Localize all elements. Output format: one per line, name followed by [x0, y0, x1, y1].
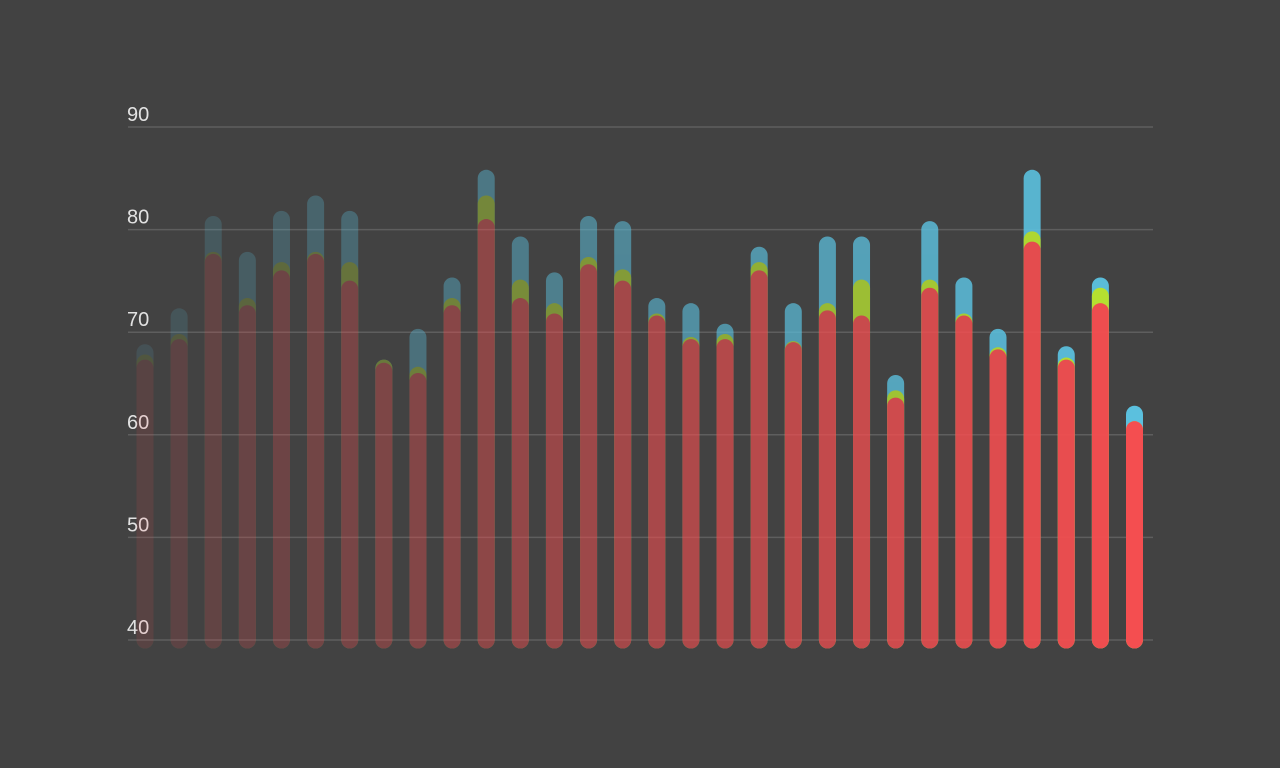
- bar-base-13: [545, 313, 563, 649]
- bar-group-3: [204, 215, 222, 649]
- bar-group-15: [614, 221, 632, 649]
- bar-top-2: [170, 308, 188, 649]
- bar-group-16: [648, 298, 666, 649]
- bar-top-13: [545, 272, 563, 649]
- bar-base-23: [887, 397, 905, 649]
- bar-base-30: [1126, 421, 1143, 649]
- bar-base-21: [818, 310, 836, 649]
- bar-mid-13: [545, 303, 563, 649]
- bar-base-27: [1023, 241, 1041, 649]
- bar-mid-8: [375, 359, 393, 649]
- bar-top-5: [272, 210, 290, 649]
- bar-mid-7: [341, 262, 359, 649]
- bar-base-6: [307, 253, 325, 649]
- bar-mid-6: [307, 251, 325, 649]
- y-tick-label: 80: [127, 207, 149, 229]
- bar-group-29: [1091, 277, 1109, 649]
- bar-mid-5: [272, 262, 290, 649]
- bar-mid-9: [409, 366, 427, 649]
- bar-top-8: [375, 359, 393, 649]
- bar-base-14: [580, 264, 598, 649]
- bar-mid-3: [204, 251, 222, 649]
- bar-group-17: [682, 303, 700, 649]
- bar-group-1: [136, 344, 154, 649]
- bar-group-24: [921, 221, 939, 649]
- bar-group-27: [1023, 169, 1041, 649]
- bar-base-3: [204, 253, 222, 649]
- bar-base-18: [716, 339, 734, 649]
- bar-base-22: [853, 315, 871, 649]
- bar-group-2: [170, 308, 188, 649]
- bar-top-12: [511, 236, 529, 649]
- bar-base-19: [750, 270, 768, 649]
- bar-base-17: [682, 339, 700, 649]
- bar-group-18: [716, 323, 734, 649]
- bar-group-8: [375, 359, 393, 649]
- bar-base-24: [921, 287, 939, 649]
- bar-base-28: [1057, 359, 1075, 649]
- y-tick-label: 90: [127, 104, 149, 126]
- bar-mid-11: [477, 195, 495, 649]
- bar-mid-1: [136, 354, 154, 649]
- bar-mid-4: [238, 298, 256, 649]
- bar-group-10: [443, 277, 461, 649]
- bar-top-10: [443, 277, 461, 649]
- bar-base-16: [648, 315, 666, 649]
- bar-top-3: [204, 215, 222, 649]
- bar-group-14: [580, 215, 598, 649]
- bar-top-11: [477, 169, 495, 649]
- bar-group-4: [238, 251, 256, 649]
- bar-top-9: [409, 328, 427, 649]
- bar-mid-2: [170, 333, 188, 649]
- bar-group-11: [477, 169, 495, 649]
- bar-base-29: [1091, 303, 1109, 649]
- bar-base-4: [238, 305, 256, 649]
- bar-group-22: [853, 236, 871, 649]
- bars: [136, 169, 1143, 649]
- bar-base-25: [955, 315, 973, 649]
- bar-top-7: [341, 210, 359, 649]
- bar-group-12: [511, 236, 529, 649]
- y-axis-ticks: 40 50 60 70 80 90: [127, 104, 149, 639]
- bar-group-5: [272, 210, 290, 649]
- bar-mid-10: [443, 298, 461, 649]
- bar-mid-12: [511, 279, 529, 649]
- bar-base-1: [136, 359, 154, 649]
- bar-base-15: [614, 280, 632, 649]
- y-tick-label: 60: [127, 412, 149, 434]
- bar-base-7: [341, 280, 359, 649]
- bar-group-28: [1057, 346, 1075, 649]
- bar-group-7: [341, 210, 359, 649]
- bar-group-25: [955, 277, 973, 649]
- bar-group-30: [1126, 405, 1143, 649]
- bar-base-10: [443, 305, 461, 649]
- bar-base-26: [989, 349, 1007, 649]
- bar-group-20: [784, 303, 802, 649]
- bar-base-2: [170, 339, 188, 649]
- bar-base-20: [784, 342, 802, 649]
- bar-base-11: [477, 219, 495, 649]
- grid: [128, 126, 1153, 641]
- bar-group-6: [307, 195, 325, 649]
- bar-top-4: [238, 251, 256, 649]
- bar-base-12: [511, 298, 529, 649]
- bar-group-23: [887, 375, 905, 649]
- y-tick-label: 50: [127, 514, 149, 536]
- y-tick-label: 40: [127, 617, 149, 639]
- bar-base-5: [272, 270, 290, 649]
- bar-group-26: [989, 328, 1007, 649]
- y-tick-label: 70: [127, 309, 149, 331]
- bar-base-9: [409, 372, 427, 649]
- bar-group-19: [750, 246, 768, 649]
- bar-group-21: [818, 236, 836, 649]
- bar-group-13: [545, 272, 563, 649]
- bar-top-1: [136, 344, 154, 649]
- bar-group-9: [409, 328, 427, 649]
- bar-top-6: [307, 195, 325, 649]
- bar-base-8: [375, 362, 393, 649]
